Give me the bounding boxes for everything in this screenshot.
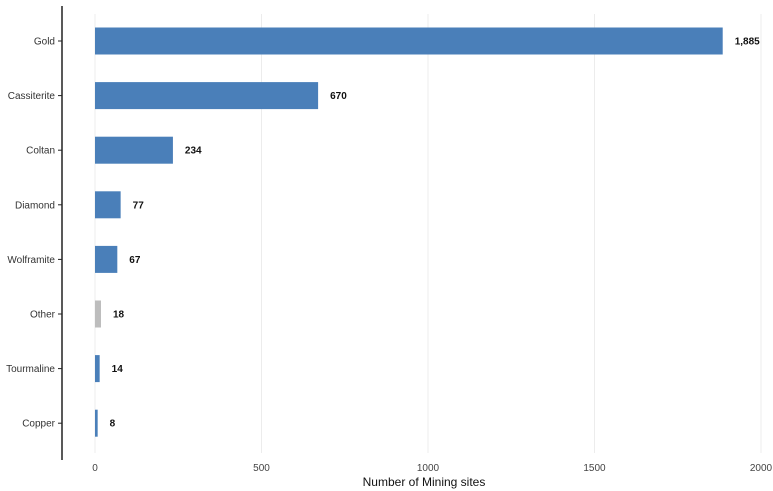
category-label-1: Cassiterite <box>8 91 56 102</box>
data-label-7: 8 <box>110 419 116 430</box>
data-label-6: 14 <box>112 364 124 375</box>
data-label-5: 18 <box>113 310 125 321</box>
data-label-0: 1,885 <box>735 37 760 48</box>
x-tick-label-1: 500 <box>253 463 270 474</box>
x-tick-label-4: 2000 <box>750 463 773 474</box>
category-label-6: Tourmaline <box>6 364 55 375</box>
bar-5 <box>95 300 101 328</box>
x-axis-title: Number of Mining sites <box>363 475 486 489</box>
grid-lines <box>94 14 762 453</box>
data-label-2: 234 <box>185 146 202 157</box>
category-labels: Gold Cassiterite Coltan Diamond Wolframite Ot… <box>6 37 62 430</box>
category-label-0: Gold <box>34 37 55 48</box>
bar-0 <box>95 27 723 55</box>
data-label-1: 670 <box>330 91 347 102</box>
x-tick-label-2: 1000 <box>417 463 440 474</box>
category-label-3: Diamond <box>15 200 55 211</box>
bar-2 <box>95 136 173 164</box>
x-tick-labels: 0 500 1000 1500 2000 <box>92 463 772 474</box>
bars: 1,885 670 234 77 67 18 14 8 <box>95 27 760 437</box>
bar-3 <box>95 191 121 219</box>
bar-1 <box>95 82 319 110</box>
bar-7 <box>95 409 98 437</box>
data-label-3: 77 <box>133 200 145 211</box>
bar-4 <box>95 245 118 273</box>
category-label-7: Copper <box>22 419 55 430</box>
category-label-2: Coltan <box>26 146 55 157</box>
category-label-4: Wolframite <box>7 255 55 266</box>
data-label-4: 67 <box>129 255 141 266</box>
bar-6 <box>95 355 100 383</box>
category-label-5: Other <box>30 310 56 321</box>
x-tick-label-3: 1500 <box>583 463 606 474</box>
x-tick-label-0: 0 <box>92 463 98 474</box>
